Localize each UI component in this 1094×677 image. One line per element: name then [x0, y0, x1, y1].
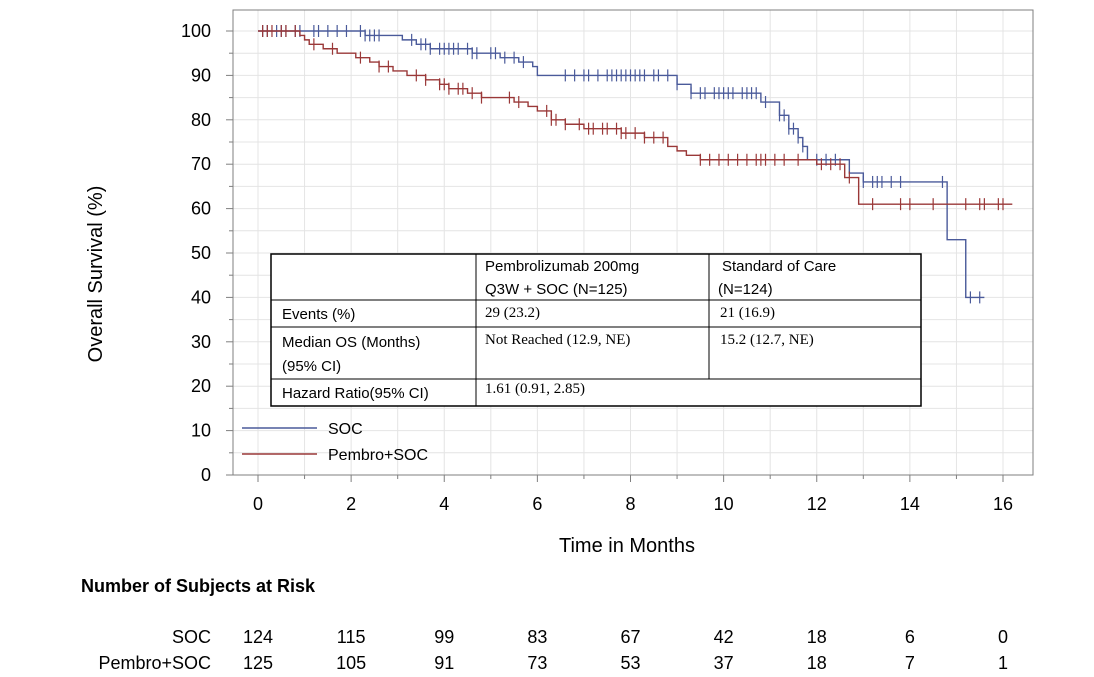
- risk-value: 37: [714, 653, 734, 673]
- x-tick-label: 10: [714, 494, 734, 514]
- x-tick-label: 2: [346, 494, 356, 514]
- y-tick-label: 0: [201, 465, 211, 485]
- table-hr-value: 1.61 (0.91, 2.85): [485, 381, 585, 397]
- risk-value: 115: [337, 627, 366, 647]
- y-tick-label: 90: [191, 65, 211, 85]
- y-tick-label: 100: [181, 21, 211, 41]
- risk-value: 73: [527, 653, 547, 673]
- y-tick-label: 70: [191, 154, 211, 174]
- risk-value: 7: [905, 653, 915, 673]
- risk-value: 83: [527, 627, 547, 647]
- x-tick-label: 6: [532, 494, 542, 514]
- x-tick-label: 0: [253, 494, 263, 514]
- series-line-pembro-soc: [258, 30, 1013, 205]
- risk-value: 18: [807, 627, 827, 647]
- risk-value: 105: [336, 653, 366, 673]
- summary-table: Pembrolizumab 200mg Q3W + SOC (N=125) St…: [270, 253, 922, 407]
- x-tick-label: 14: [900, 494, 920, 514]
- y-tick-label: 40: [191, 287, 211, 307]
- table-median-pembro: Not Reached (12.9, NE): [485, 332, 630, 348]
- risk-value: 91: [434, 653, 454, 673]
- risk-value: 67: [620, 627, 640, 647]
- y-tick-label: 10: [191, 421, 211, 441]
- summary-table-border: [270, 253, 922, 407]
- y-tick-label: 80: [191, 110, 211, 130]
- risk-value: 1: [998, 653, 1008, 673]
- table-events-pembro: 29 (23.2): [485, 305, 540, 321]
- x-tick-label: 12: [807, 494, 827, 514]
- y-tick-label: 20: [191, 376, 211, 396]
- legend: SOC Pembro+SOC: [242, 421, 428, 464]
- risk-row-label-pembro: Pembro+SOC: [98, 653, 211, 673]
- legend-label-soc: SOC: [328, 421, 363, 438]
- risk-value: 99: [434, 627, 454, 647]
- risk-value: 18: [807, 653, 827, 673]
- survival-curves: [258, 25, 1013, 304]
- risk-value: 0: [998, 627, 1008, 647]
- table-median-label-line1: Median OS (Months): [282, 334, 420, 351]
- table-header-soc-line1: Standard of Care: [722, 258, 836, 275]
- risk-row-label-soc: SOC: [172, 627, 211, 647]
- y-tick-label: 60: [191, 199, 211, 219]
- risk-value: 124: [243, 627, 273, 647]
- table-median-label-line2: (95% CI): [282, 358, 341, 375]
- y-tick-label: 50: [191, 243, 211, 263]
- table-header-pembro-line1: Pembrolizumab 200mg: [485, 258, 639, 275]
- risk-value: 42: [714, 627, 734, 647]
- axes: 0 2 4 6 8 10 12 14 16 0 10 20 30 40 50 60 70 80 90 100: [181, 10, 1033, 514]
- table-events-soc: 21 (16.9): [720, 305, 775, 321]
- table-events-label: Events (%): [282, 306, 355, 323]
- x-axis-label: Time in Months: [559, 535, 695, 557]
- y-axis-label: Overall Survival (%): [85, 186, 107, 363]
- risk-table-title: Number of Subjects at Risk: [81, 576, 316, 596]
- y-tick-label: 30: [191, 332, 211, 352]
- table-header-soc-line2: (N=124): [718, 281, 773, 298]
- risk-value: 53: [620, 653, 640, 673]
- x-tick-label: 8: [625, 494, 635, 514]
- x-tick-label: 4: [439, 494, 449, 514]
- table-header-pembro-line2: Q3W + SOC (N=125): [485, 281, 628, 298]
- table-median-soc: 15.2 (12.7, NE): [720, 332, 814, 348]
- risk-value: 125: [243, 653, 273, 673]
- risk-value: 6: [905, 627, 915, 647]
- risk-table-values: 124 115 99 83 67 42 18 6 0 125 105 91 73 53 37 18 7 1: [243, 627, 1008, 673]
- table-hr-label: Hazard Ratio(95% CI): [282, 385, 429, 402]
- legend-label-pembro: Pembro+SOC: [328, 447, 428, 464]
- x-tick-label: 16: [993, 494, 1013, 514]
